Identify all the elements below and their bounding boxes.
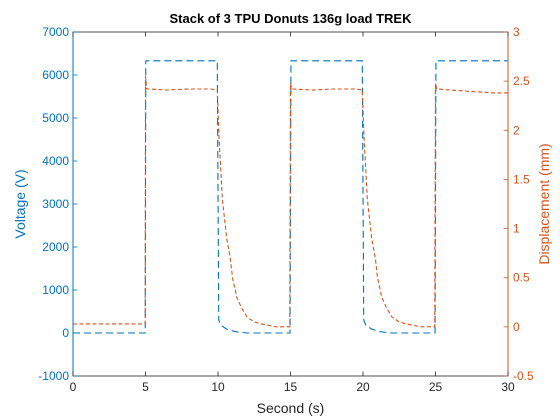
- y-right-tick-label: 1: [513, 222, 520, 236]
- x-tick-label: 0: [70, 380, 77, 394]
- y-right-axis-label: Displacement (mm): [536, 143, 552, 264]
- y-right-tick-label: 2: [513, 123, 520, 137]
- y-left-tick-label: 3000: [42, 197, 69, 211]
- series-layer: [73, 60, 508, 334]
- x-tick-label: 5: [142, 380, 149, 394]
- y-left-tick-label: 2000: [42, 240, 69, 254]
- y-left-tick-label: 1000: [42, 283, 69, 297]
- y-left-tick-label: 6000: [42, 68, 69, 82]
- y-left-tick-label: 7000: [42, 25, 69, 39]
- y-right-tick-label: 0: [513, 320, 520, 334]
- chart-title: Stack of 3 TPU Donuts 136g load TREK: [170, 11, 413, 26]
- y-right-tick-label: -0.5: [513, 369, 534, 383]
- y-right-tick-label: 2.5: [513, 74, 530, 88]
- y-left-tick-label: 5000: [42, 111, 69, 125]
- x-tick-label: 30: [501, 380, 515, 394]
- x-tick-label: 15: [284, 380, 298, 394]
- ticks-layer: 0 5 10 15 20 25 30-100001000200030004000500060…: [38, 25, 534, 394]
- y-right-tick-label: 1.5: [513, 172, 530, 186]
- displacement-series-line: [73, 75, 508, 328]
- x-tick-label: 10: [211, 380, 225, 394]
- y-left-axis-label: Voltage (V): [12, 169, 28, 238]
- x-axis-label: Second (s): [257, 400, 325, 416]
- y-left-tick-label: -1000: [38, 369, 69, 383]
- y-right-tick-label: 0.5: [513, 271, 530, 285]
- x-tick-label: 20: [356, 380, 370, 394]
- y-left-tick-label: 0: [62, 326, 69, 340]
- y-right-tick-label: 3: [513, 25, 520, 39]
- x-tick-label: 25: [429, 380, 443, 394]
- y-left-tick-label: 4000: [42, 154, 69, 168]
